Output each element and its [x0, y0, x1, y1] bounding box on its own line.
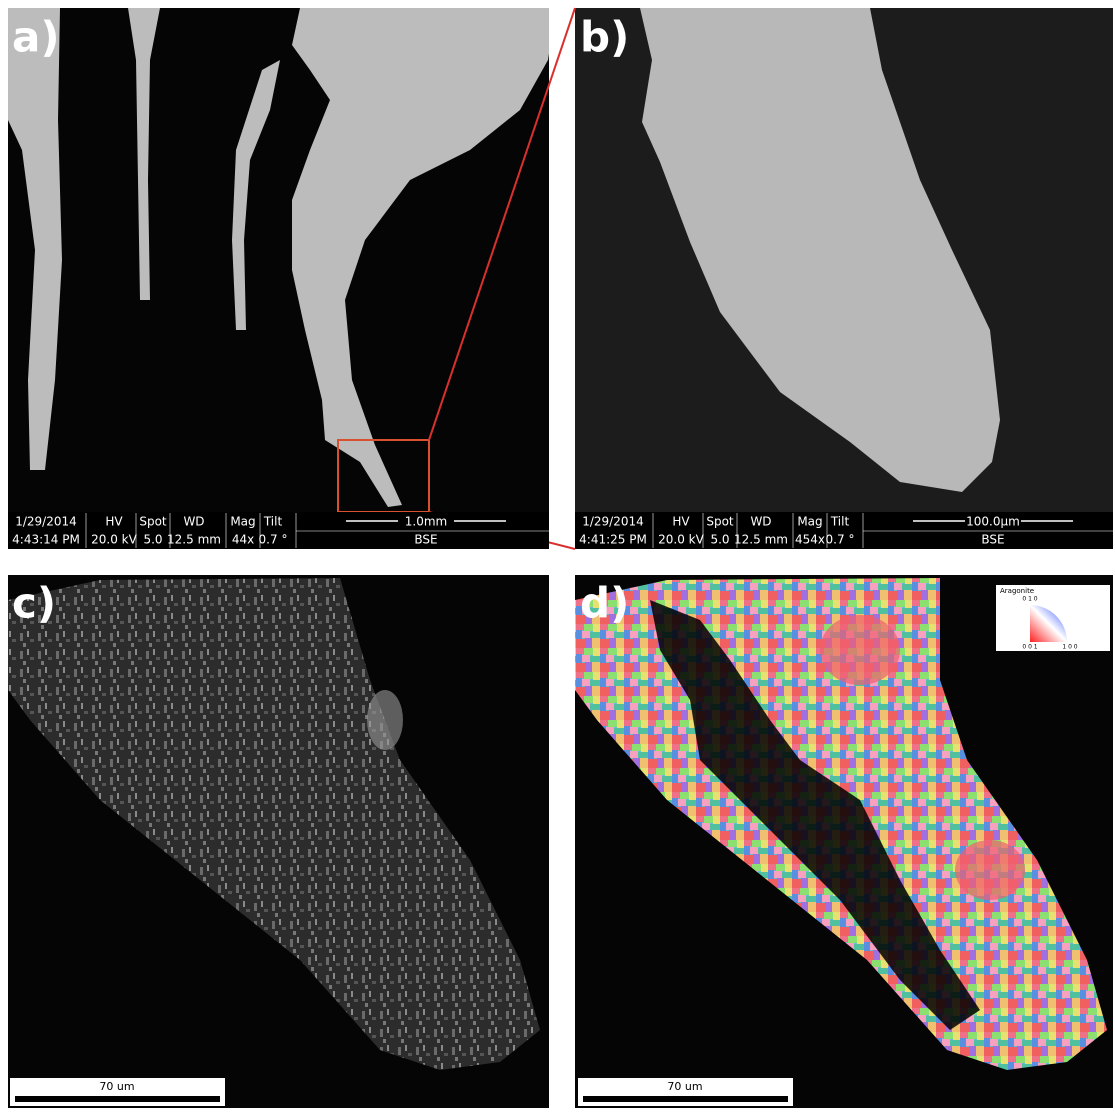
databar-value: 20.0 kV: [91, 533, 137, 547]
databar-label: WD: [183, 515, 204, 529]
detector: BSE: [414, 533, 437, 547]
legend-axis: 1 0 0: [1062, 644, 1077, 651]
scale-label: 1.0mm: [405, 515, 447, 529]
panel-label: b): [580, 13, 629, 62]
databar-label: Tilt: [830, 515, 850, 529]
databar-label: 1/29/2014: [582, 515, 644, 529]
bright-area: [367, 690, 403, 750]
databar-label: Mag: [797, 515, 822, 529]
databar-label: Tilt: [263, 515, 283, 529]
databar-label: 1/29/2014: [15, 515, 77, 529]
scale-label: 100.0µm: [966, 515, 1020, 529]
databar-label: HV: [672, 515, 690, 529]
databar-label: Spot: [706, 515, 734, 529]
databar-value: 12.5 mm: [734, 533, 788, 547]
databar-label: Spot: [139, 515, 167, 529]
legend-axis: 0 1 0: [1022, 596, 1037, 603]
databar-value: 4:43:14 PM: [12, 533, 80, 547]
databar-value: 5.0: [143, 533, 162, 547]
databar-value: 12.5 mm: [167, 533, 221, 547]
detector: BSE: [981, 533, 1004, 547]
panel-label: d): [580, 579, 629, 628]
databar-value: 44x: [232, 533, 254, 547]
legend-title: Aragonite: [1000, 587, 1034, 595]
legend-axis: 0 0 1: [1022, 644, 1037, 651]
scale-label: 70 um: [667, 1080, 702, 1093]
databar-value: 20.0 kV: [658, 533, 704, 547]
databar-label: HV: [105, 515, 123, 529]
databar-value: 454x: [795, 533, 825, 547]
grain-cluster: [820, 615, 900, 685]
scale-bar: [583, 1096, 788, 1102]
databar-value: 5.0: [710, 533, 729, 547]
scale-label: 70 um: [99, 1080, 134, 1093]
databar-label: WD: [750, 515, 771, 529]
figure: Aragonite 0 1 0 0 0 1 1 0 0 a) b) c) d) …: [0, 0, 1115, 1112]
panel-label: c): [12, 579, 56, 628]
panel-label: a): [12, 13, 60, 62]
grain-cluster: [955, 840, 1025, 900]
databar-value: 0.7 °: [826, 533, 855, 547]
databar-value: 0.7 °: [259, 533, 288, 547]
scale-bar: [15, 1096, 220, 1102]
databar-label: Mag: [230, 515, 255, 529]
databar-value: 4:41:25 PM: [579, 533, 647, 547]
